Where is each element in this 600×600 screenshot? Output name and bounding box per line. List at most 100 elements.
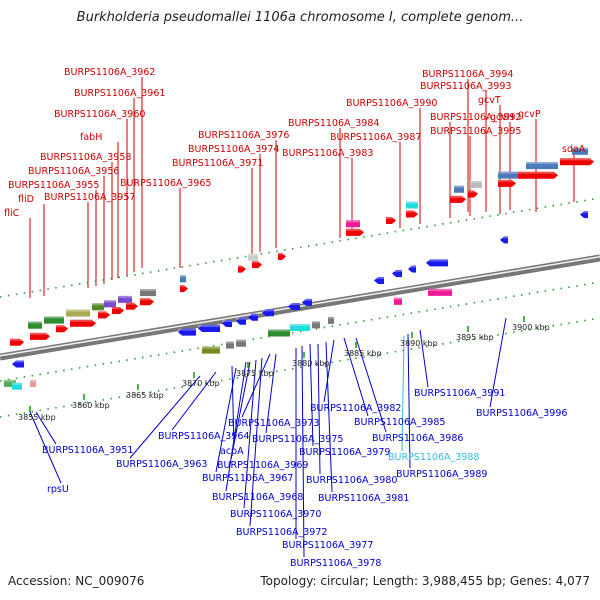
- gene-shine-21: [112, 307, 124, 310]
- top-gene-label-17: BURPS1106A_3990: [346, 98, 437, 109]
- gene-glyph-11: [454, 185, 464, 193]
- gene-shine-5: [118, 295, 132, 298]
- bottom-gene-label-17: BURPS1106A_3982: [310, 403, 401, 414]
- bottom-gene-label-9: BURPS1106A_3972: [236, 527, 327, 538]
- gene-glyph-16: [10, 338, 24, 346]
- gene-shine-53: [30, 380, 36, 383]
- bottom-gene-label-0: BURPS1106A_3951: [42, 445, 133, 456]
- bottom-leader-3: [171, 371, 217, 431]
- gene-glyph-55: [226, 341, 234, 349]
- bottom-gene-label-1: rpsU: [47, 484, 69, 495]
- gene-glyph-4: [104, 300, 116, 308]
- gene-glyph-43: [288, 302, 300, 310]
- map-title: Burkholderia pseudomallei 1106a chromoso…: [76, 10, 524, 25]
- gene-shine-14: [526, 162, 558, 165]
- gene-shine-18: [56, 325, 68, 328]
- gene-glyph-31: [450, 195, 466, 203]
- gene-glyph-18: [56, 325, 68, 333]
- gene-glyph-60: [328, 316, 334, 324]
- gene-glyph-27: [278, 252, 286, 260]
- gene-glyph-1: [44, 316, 64, 324]
- gene-glyph-42: [262, 309, 274, 317]
- gene-shine-52: [12, 382, 22, 385]
- bottom-gene-label-19: BURPS1106A_3986: [372, 433, 463, 444]
- gene-shine-9: [346, 220, 360, 223]
- gene-shine-59: [312, 321, 320, 324]
- gene-shine-32: [468, 190, 478, 193]
- top-gene-label-13: BURPS1106A_3976: [198, 130, 289, 141]
- gene-glyph-44: [302, 298, 312, 306]
- gene-glyph-20: [98, 311, 110, 319]
- bottom-gene-label-22: BURPS1106A_3991: [414, 388, 505, 399]
- gene-shine-11: [454, 185, 464, 188]
- gene-glyph-9: [346, 220, 360, 228]
- gene-shine-49: [500, 236, 508, 239]
- gene-shine-16: [10, 338, 24, 341]
- bottom-leader-19: [355, 337, 387, 433]
- top-gene-label-5: BURPS1106A_3956: [28, 166, 119, 177]
- bottom-leader-16: [325, 341, 333, 493]
- gene-shine-22: [126, 302, 138, 305]
- top-gene-label-10: BURPS1106A_3965: [120, 178, 211, 189]
- bottom-gene-label-7: BURPS1106A_3969: [217, 460, 308, 471]
- gene-glyph-25: [238, 265, 246, 273]
- gene-glyph-22: [126, 302, 138, 310]
- gene-shine-6: [140, 289, 156, 292]
- ruler-tick-label-9: 3900 kbp: [512, 323, 550, 332]
- gene-shine-48: [426, 259, 448, 262]
- gene-shine-7: [180, 275, 186, 278]
- top-gene-label-18: BURPS1106A_3994: [422, 69, 513, 80]
- gene-shine-57: [268, 329, 290, 332]
- gene-glyph-59: [312, 321, 320, 329]
- bottom-leader-6: [225, 361, 247, 492]
- bottom-leader-4: [231, 365, 235, 446]
- gene-glyph-7: [180, 275, 186, 283]
- bottom-leader-11: [265, 353, 277, 434]
- bottom-leader-14: [309, 343, 314, 447]
- bottom-leader-1: [29, 411, 62, 484]
- gene-shine-13: [498, 171, 518, 174]
- bottom-gene-label-3: BURPS1106A_3964: [158, 431, 249, 442]
- top-gene-label-14: BURPS1106A_3983: [282, 148, 373, 159]
- gene-glyph-14: [526, 162, 558, 170]
- gene-shine-4: [104, 300, 116, 303]
- gene-shine-0: [28, 321, 42, 324]
- gene-shine-54: [202, 346, 220, 349]
- bottom-leader-9: [249, 357, 263, 527]
- top-gene-label-4: BURPS1106A_3958: [40, 152, 131, 163]
- gene-shine-45: [374, 276, 384, 279]
- bottom-gene-label-10: BURPS1106A_3973: [228, 418, 319, 429]
- bottom-leader-20: [401, 335, 405, 452]
- bottom-gene-label-6: BURPS1106A_3968: [212, 492, 303, 503]
- bottom-leader-21: [407, 333, 411, 469]
- gene-shine-29: [386, 216, 396, 219]
- bottom-leader-10: [241, 353, 271, 418]
- gene-shine-26: [252, 261, 262, 264]
- gene-shine-38: [198, 325, 220, 328]
- gene-glyph-13: [498, 171, 518, 179]
- bottom-leader-2: [129, 375, 201, 459]
- gene-glyph-32: [468, 190, 478, 198]
- gene-shine-23: [140, 298, 154, 301]
- top-gene-label-9: fliC: [4, 208, 20, 219]
- track-guide-2: [0, 317, 600, 418]
- bottom-leader-5: [215, 367, 237, 473]
- bottom-gene-label-8: BURPS1106A_3970: [230, 509, 321, 520]
- gene-glyph-23: [140, 298, 154, 306]
- gene-glyph-47: [408, 265, 416, 273]
- gene-shine-36: [12, 360, 24, 363]
- track-guide-0: [0, 197, 600, 298]
- bottom-gene-label-5: BURPS1106A_3967: [202, 473, 293, 484]
- gene-shine-34: [518, 171, 558, 174]
- ruler-tick-label-8: 3895 kbp: [456, 333, 494, 342]
- gene-shine-17: [30, 332, 50, 335]
- accession-text: Accession: NC_009076: [8, 574, 145, 588]
- gene-shine-37: [178, 328, 196, 331]
- gene-glyph-54: [202, 346, 220, 354]
- gene-glyph-28: [346, 228, 364, 236]
- ruler-tick-label-2: 3865 kbp: [126, 391, 164, 400]
- gene-glyph-33: [498, 179, 516, 187]
- gene-glyph-12: [470, 180, 482, 188]
- gene-shine-3: [92, 303, 104, 306]
